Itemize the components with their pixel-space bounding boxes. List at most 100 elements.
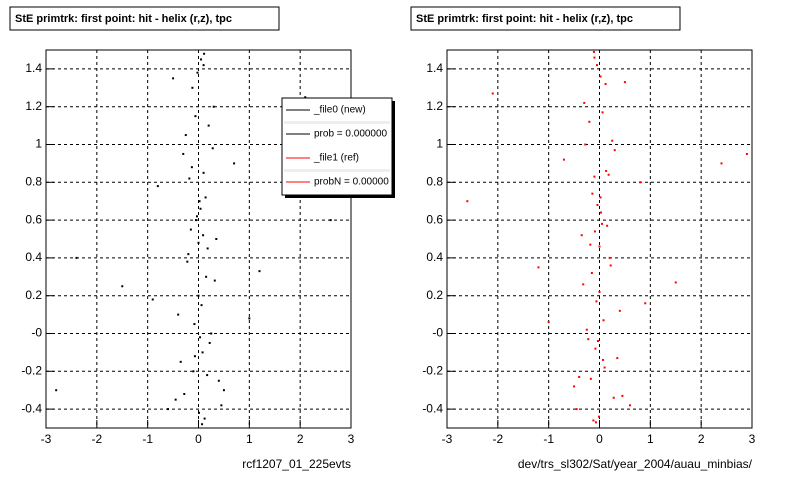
- y-tick-label: 0.6: [25, 212, 42, 226]
- point: [601, 111, 604, 114]
- x-tick-label: 0: [596, 432, 603, 446]
- point: [597, 415, 600, 418]
- point: [602, 319, 605, 322]
- point: [605, 169, 608, 172]
- point: [602, 358, 605, 361]
- y-tick-label: -0.2: [21, 363, 42, 377]
- point: [587, 338, 590, 341]
- point: [600, 211, 603, 214]
- y-tick-label: -0.4: [422, 401, 443, 415]
- point: [603, 366, 606, 369]
- point: [201, 423, 204, 426]
- point: [121, 285, 124, 288]
- point: [75, 256, 78, 259]
- x-tick-label: 0: [195, 432, 202, 446]
- point: [590, 272, 593, 275]
- point: [582, 283, 585, 286]
- y-tick-label: 1: [436, 137, 443, 151]
- point: [192, 370, 195, 373]
- point: [208, 341, 211, 344]
- point: [578, 375, 581, 378]
- point: [202, 234, 205, 237]
- point: [601, 222, 604, 225]
- x-tick-label: 1: [647, 432, 654, 446]
- point: [184, 134, 187, 137]
- x-tick-label: -1: [543, 432, 554, 446]
- point: [201, 351, 204, 354]
- point: [596, 340, 599, 343]
- point: [575, 408, 578, 411]
- point: [623, 81, 626, 84]
- point: [55, 389, 58, 392]
- point: [599, 196, 602, 199]
- point: [606, 224, 609, 227]
- y-tick-label: 0.2: [426, 288, 443, 302]
- point: [199, 207, 202, 210]
- point: [203, 52, 206, 55]
- point: [215, 238, 218, 240]
- point: [580, 234, 583, 237]
- point: [212, 105, 215, 108]
- point: [206, 247, 209, 250]
- x-tick-label: -3: [41, 432, 52, 446]
- y-tick-label: 0.4: [426, 250, 443, 264]
- point: [593, 175, 596, 178]
- point: [585, 328, 588, 331]
- point: [595, 64, 598, 67]
- point: [198, 200, 201, 203]
- legend-label: prob = 0.000000: [314, 129, 388, 140]
- y-tick-label: -0: [31, 326, 42, 340]
- x-tick-label: 2: [297, 432, 304, 446]
- point: [202, 64, 205, 67]
- point: [584, 143, 587, 146]
- point: [196, 71, 199, 74]
- point: [607, 173, 610, 176]
- legend: [281, 97, 393, 196]
- point: [194, 219, 197, 222]
- point: [592, 419, 595, 422]
- x-tick-label: -2: [91, 432, 102, 446]
- legend-band: [284, 121, 390, 124]
- point: [589, 377, 592, 380]
- point: [639, 181, 642, 184]
- point: [177, 313, 180, 316]
- point: [220, 404, 223, 407]
- chart-title: StE primtrk: first point: hit - helix (r…: [15, 13, 232, 25]
- point: [596, 203, 599, 206]
- chart-title: StE primtrk: first point: hit - helix (r…: [416, 13, 633, 25]
- x-tick-label: 3: [348, 432, 355, 446]
- point: [674, 281, 677, 284]
- legend-label: _file0 (new): [313, 105, 366, 116]
- point: [593, 230, 596, 233]
- point: [197, 241, 200, 244]
- point: [151, 298, 154, 301]
- point: [609, 264, 612, 267]
- y-tick-label: -0: [432, 326, 443, 340]
- point: [202, 171, 205, 174]
- y-tick-label: 1.4: [25, 61, 42, 75]
- point: [598, 290, 601, 293]
- y-tick-label: 1.2: [25, 99, 42, 113]
- point: [217, 379, 220, 382]
- point: [588, 120, 591, 123]
- legend-band: [284, 169, 390, 172]
- point: [562, 158, 565, 161]
- point: [211, 147, 214, 150]
- x-tick-label: 3: [749, 432, 756, 446]
- x-axis-label: rcf1207_01_225evts: [242, 457, 351, 471]
- y-tick-label: 0.2: [25, 288, 42, 302]
- point: [466, 200, 469, 203]
- point: [611, 139, 614, 142]
- point: [608, 256, 611, 259]
- point: [183, 392, 186, 395]
- x-axis-label: dev/trs_sl302/Sat/year_2004/auau_minbias…: [518, 457, 753, 471]
- point: [188, 177, 191, 180]
- legend-label: _file1 (ref): [313, 153, 359, 164]
- y-tick-label: 0.4: [25, 250, 42, 264]
- point: [629, 404, 631, 407]
- point: [618, 309, 621, 312]
- point: [199, 336, 202, 339]
- point: [644, 302, 647, 305]
- y-tick-label: -0.2: [422, 363, 443, 377]
- point: [537, 266, 540, 269]
